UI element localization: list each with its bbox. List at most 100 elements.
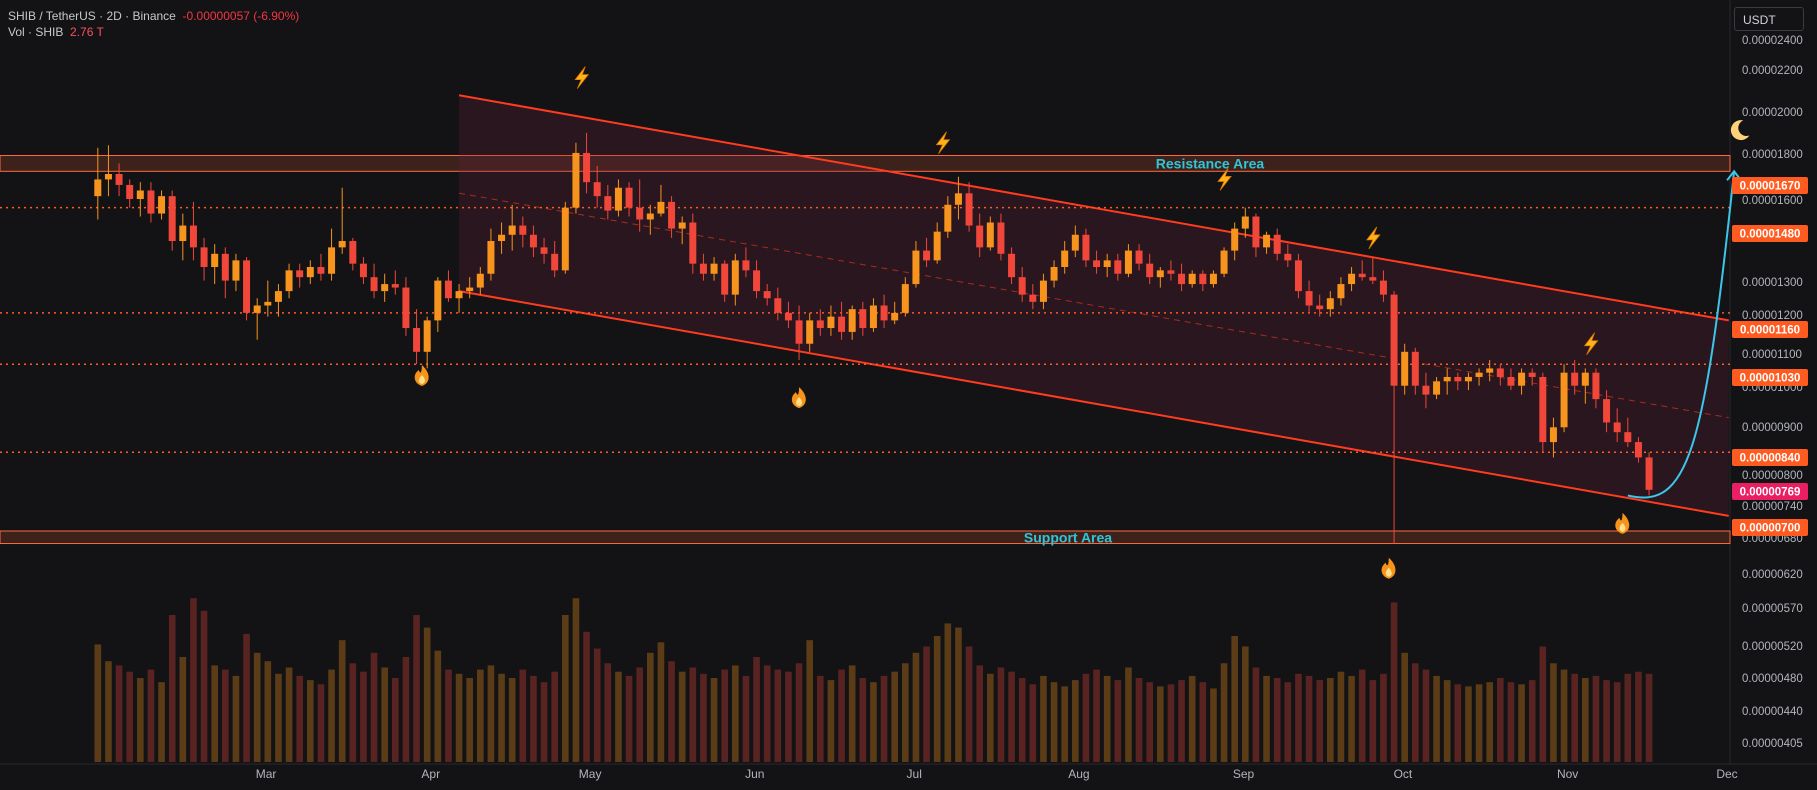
candle-body xyxy=(1549,427,1557,443)
candle-body xyxy=(1305,291,1313,306)
volume-bar xyxy=(381,667,388,762)
candle xyxy=(370,263,378,299)
channel-median-line[interactable] xyxy=(458,192,1729,419)
time-tick-label: Oct xyxy=(1394,767,1413,781)
volume-bar xyxy=(604,663,612,762)
candle xyxy=(285,263,293,299)
candle xyxy=(179,213,187,261)
candle xyxy=(668,196,676,238)
zone-label[interactable]: Resistance Area xyxy=(1156,155,1265,171)
forecast-arrow-line[interactable] xyxy=(1627,171,1736,499)
symbol-row: SHIB / TetherUS · 2D · Binance -0.000000… xyxy=(8,8,299,24)
volume-bar xyxy=(1390,602,1398,762)
volume-bar xyxy=(657,642,665,762)
fire-icon[interactable] xyxy=(791,387,806,409)
zone-area xyxy=(0,530,1731,545)
volume-bar xyxy=(253,652,261,762)
candle-body xyxy=(657,201,665,214)
candle-body xyxy=(710,263,718,274)
volume-bar xyxy=(487,665,495,762)
volume-bar xyxy=(445,669,452,762)
last-price-badge[interactable]: 0.00000769 xyxy=(1732,483,1808,500)
lightning-icon[interactable] xyxy=(1217,168,1232,191)
level-price-badge[interactable]: 0.00001160 xyxy=(1732,321,1808,338)
volume-bar xyxy=(1613,682,1621,762)
candle xyxy=(243,257,251,321)
volume-bar xyxy=(795,663,803,762)
candle xyxy=(1624,417,1632,448)
level-price-badge[interactable]: 0.00001030 xyxy=(1732,369,1808,386)
candle xyxy=(986,216,994,251)
candle xyxy=(827,305,835,336)
fire-icon[interactable] xyxy=(1381,557,1396,579)
candle-body xyxy=(221,253,229,281)
candle xyxy=(933,222,941,264)
candle-body xyxy=(753,270,761,292)
zone-label[interactable]: Support Area xyxy=(1024,529,1112,545)
candle-body xyxy=(1199,273,1207,285)
channel-lower-line[interactable] xyxy=(458,290,1729,517)
volume-bar xyxy=(1295,673,1302,762)
candle-body xyxy=(264,301,272,306)
volume-bar xyxy=(211,665,218,762)
candle xyxy=(1518,368,1526,395)
volume-bar xyxy=(1263,675,1270,762)
candles-layer xyxy=(94,132,1653,544)
price-tick-label: 0.00000800 xyxy=(1742,470,1803,482)
fire-icon[interactable] xyxy=(1615,512,1630,534)
volume-bar xyxy=(1125,667,1132,762)
lightning-icon[interactable] xyxy=(574,66,590,89)
volume-bar xyxy=(562,615,569,762)
moon-icon[interactable] xyxy=(1730,120,1750,141)
candle xyxy=(1241,207,1249,238)
price-axis[interactable]: 0.00002400 0.00002200 0.00002000 0.00001800… xyxy=(1732,35,1808,750)
candle-body xyxy=(1634,442,1642,458)
volume-bar xyxy=(1061,686,1068,762)
lightning-icon[interactable] xyxy=(1366,226,1381,250)
volume-bar xyxy=(647,652,654,762)
volume-bar xyxy=(147,669,155,762)
level-price-badge[interactable]: 0.00000840 xyxy=(1732,449,1808,466)
candle xyxy=(540,237,548,264)
currency-button[interactable]: USDT xyxy=(1734,7,1804,31)
candle-body xyxy=(529,234,537,248)
volume-bar xyxy=(296,675,303,762)
volume-bar xyxy=(402,657,410,762)
volume-bar xyxy=(1284,682,1292,762)
badge-bg xyxy=(1732,369,1808,386)
volume-bar xyxy=(1348,675,1355,762)
candle xyxy=(221,247,229,299)
candle xyxy=(710,257,718,281)
volume-label[interactable]: Vol · SHIB xyxy=(8,25,64,39)
level-price-badge[interactable]: 0.00001670 xyxy=(1732,177,1808,194)
lightning-icon[interactable] xyxy=(1583,332,1599,355)
candle xyxy=(508,204,516,251)
badge-text: 0.00000840 xyxy=(1740,453,1801,465)
lightning-icon[interactable] xyxy=(935,131,951,155)
time-axis[interactable]: Mar Apr May Jun Jul Aug Sep Oct Nov Dec xyxy=(256,767,1738,781)
candle xyxy=(168,190,176,251)
candle xyxy=(678,216,686,245)
candle xyxy=(264,280,272,317)
candle xyxy=(795,305,803,361)
volume-bar xyxy=(264,661,272,762)
price-tick-label: 0.00002200 xyxy=(1742,65,1803,77)
volume-bar xyxy=(774,669,782,762)
volume-bar xyxy=(370,652,378,762)
level-price-badge[interactable]: 0.00001480 xyxy=(1732,225,1808,242)
volume-bar xyxy=(583,631,590,762)
candle-body xyxy=(784,312,792,321)
level-price-badge[interactable]: 0.00000700 xyxy=(1732,519,1808,536)
volume-bar xyxy=(1178,680,1185,762)
volume-bar xyxy=(1422,669,1430,762)
candle-body xyxy=(540,247,548,254)
fire-icon[interactable] xyxy=(414,364,429,386)
candle xyxy=(1294,253,1302,299)
volume-bar xyxy=(1603,680,1610,762)
candle xyxy=(1305,280,1313,313)
candle xyxy=(742,247,750,278)
symbol-title[interactable]: SHIB / TetherUS · 2D · Binance xyxy=(8,9,176,23)
candle-body xyxy=(338,241,346,248)
volume-bar xyxy=(1550,663,1557,762)
